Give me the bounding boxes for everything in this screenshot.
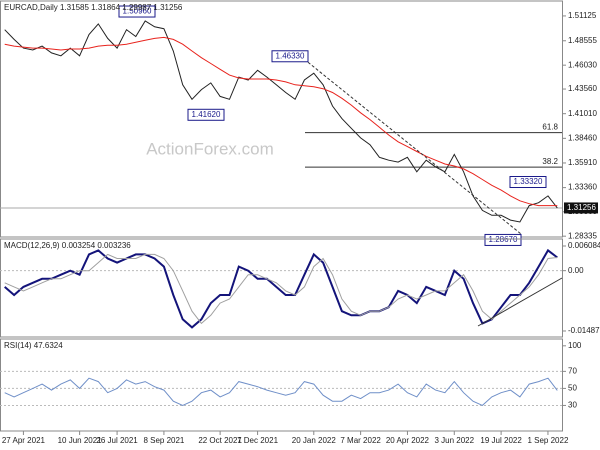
- panel-title: EURCAD,Daily 1.31585 1.31864 1.29987 1.3…: [4, 3, 183, 12]
- macd-trend-line: [477, 277, 563, 327]
- series-line: [4, 248, 558, 329]
- y-tick-label: 1.51125: [568, 11, 597, 20]
- y-tick-label: 1.35910: [568, 158, 597, 167]
- y-tick-label: 1.48555: [568, 36, 597, 45]
- price-annotation-box: [509, 176, 547, 189]
- y-tick-label: 1.38460: [568, 133, 597, 142]
- price-annotation-box: [484, 233, 522, 246]
- price-annotation-box: [187, 108, 225, 121]
- y-tick-label: 0.00: [568, 266, 584, 275]
- y-tick-label: 1.41010: [568, 109, 597, 118]
- last-price-label: 1.31256: [567, 203, 596, 212]
- y-tick-label: 1.33360: [568, 183, 597, 192]
- panel-frame: [0, 238, 563, 338]
- price-annotation-box: [118, 5, 156, 18]
- x-tick-label: 20 Jan 2022: [292, 436, 337, 445]
- x-tick-label: 7 Mar 2022: [340, 436, 381, 445]
- y-tick-label: 70: [568, 366, 577, 375]
- last-price-box: [564, 202, 598, 214]
- series-line: [4, 377, 558, 406]
- price-annotation: 1.50960: [123, 7, 152, 16]
- y-tick-label: 100: [568, 341, 582, 350]
- price-annotation: 1.41620: [192, 110, 221, 119]
- fib-label: 38.2: [542, 157, 558, 166]
- x-tick-label: 20 Apr 2022: [386, 436, 430, 445]
- panel-title: RSI(14) 47.6324: [4, 341, 63, 350]
- x-tick-label: 19 Jul 2022: [480, 436, 522, 445]
- x-tick-label: 10 Jun 2021: [58, 436, 103, 445]
- price-annotation: 1.28670: [489, 235, 518, 244]
- watermark: ActionForex.com: [146, 139, 274, 158]
- x-tick-label: 1 Sep 2022: [527, 436, 568, 445]
- series-line: [4, 36, 558, 207]
- y-tick-label: 30: [568, 401, 577, 410]
- x-tick-label: 8 Sep 2021: [143, 436, 184, 445]
- y-tick-label: 1.43560: [568, 84, 597, 93]
- x-tick-label: 26 Jul 2021: [96, 436, 138, 445]
- y-tick-label: -0.014876: [568, 326, 600, 335]
- y-tick-label: 1.46030: [568, 60, 597, 69]
- x-tick-label: 22 Oct 2021: [198, 436, 242, 445]
- series-line: [4, 20, 558, 223]
- panel-frame: [0, 0, 563, 238]
- price-annotation: 1.46330: [276, 51, 305, 60]
- panel-frame: [0, 338, 563, 432]
- price-annotation-box: [271, 50, 309, 63]
- x-tick-label: 27 Apr 2021: [2, 436, 46, 445]
- series-line: [4, 253, 558, 325]
- price-annotation: 1.33320: [514, 177, 543, 186]
- trend-line: [307, 61, 522, 235]
- y-tick-label: 0.006084: [568, 241, 600, 250]
- fib-label: 61.8: [542, 123, 558, 132]
- panel-title: MACD(12,26,9) 0.003254 0.003236: [4, 241, 131, 250]
- y-tick-label: 50: [568, 384, 577, 393]
- x-tick-label: 3 Jun 2022: [434, 436, 474, 445]
- y-tick-label: 1.28335: [568, 231, 597, 240]
- x-tick-label: 7 Dec 2021: [237, 436, 278, 445]
